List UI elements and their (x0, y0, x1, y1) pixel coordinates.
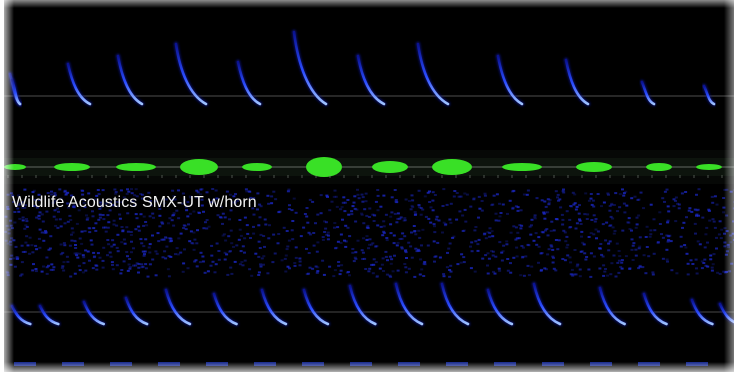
waveform-burst (646, 163, 672, 171)
bat-call (115, 53, 145, 107)
top-spectrogram-panel (4, 0, 734, 150)
waveform-burst (116, 163, 156, 171)
waveform-strip (4, 150, 734, 184)
waveform-burst (696, 164, 722, 170)
bat-call (259, 287, 289, 327)
low-frequency-trace (158, 362, 180, 366)
low-frequency-trace (62, 362, 84, 366)
waveform-burst (502, 163, 542, 171)
waveform-burst (372, 161, 408, 173)
bat-call (689, 297, 715, 327)
recorder-label: Wildlife Acoustics SMX-UT w/horn (12, 194, 257, 211)
low-frequency-trace (494, 362, 516, 366)
bat-call (641, 291, 669, 327)
bat-call (717, 301, 734, 325)
bat-call (37, 303, 61, 327)
low-frequency-trace (206, 362, 228, 366)
bat-call (123, 295, 150, 327)
bat-call (211, 291, 239, 327)
bat-call (597, 285, 628, 327)
bat-call (639, 79, 657, 107)
bat-call (9, 77, 23, 107)
bat-call (563, 57, 591, 107)
waveform-burst (180, 159, 218, 175)
low-frequency-trace (398, 362, 420, 366)
bat-call (439, 281, 471, 327)
bat-call (9, 303, 33, 327)
waveform-burst (54, 163, 90, 171)
bat-call (415, 41, 451, 107)
low-frequency-trace (638, 362, 660, 366)
bat-call (355, 53, 387, 107)
low-frequency-trace (590, 362, 612, 366)
waveform-burst (4, 164, 26, 170)
waveform-burst (306, 157, 342, 177)
bottom-spectrogram-panel (4, 184, 734, 372)
bat-call (235, 59, 263, 107)
low-frequency-trace (254, 362, 276, 366)
bat-call (163, 287, 193, 327)
low-frequency-trace (14, 362, 36, 366)
bat-call (291, 29, 329, 107)
bat-call (701, 83, 717, 107)
low-frequency-trace (446, 362, 468, 366)
bat-call (65, 61, 93, 107)
waveform-burst (242, 163, 272, 171)
spectrogram-viewer: Wildlife Acoustics SMX-UT w/horn (4, 0, 734, 372)
waveform-display (4, 157, 734, 178)
low-frequency-trace (686, 362, 708, 366)
noise-band (4, 188, 734, 278)
bat-call (347, 283, 378, 327)
bat-call (301, 287, 331, 327)
bat-call (173, 41, 209, 107)
bat-call (485, 287, 515, 327)
bat-call (393, 281, 425, 327)
bottom-spectrogram (4, 188, 734, 366)
bat-call (81, 299, 107, 327)
bat-call (495, 53, 525, 107)
waveform-burst (576, 162, 612, 172)
low-frequency-trace (542, 362, 564, 366)
low-frequency-trace (110, 362, 132, 366)
waveform-burst (432, 159, 472, 175)
low-frequency-trace (350, 362, 372, 366)
top-spectrogram (4, 29, 734, 107)
low-frequency-trace (302, 362, 324, 366)
bat-call (531, 281, 563, 327)
